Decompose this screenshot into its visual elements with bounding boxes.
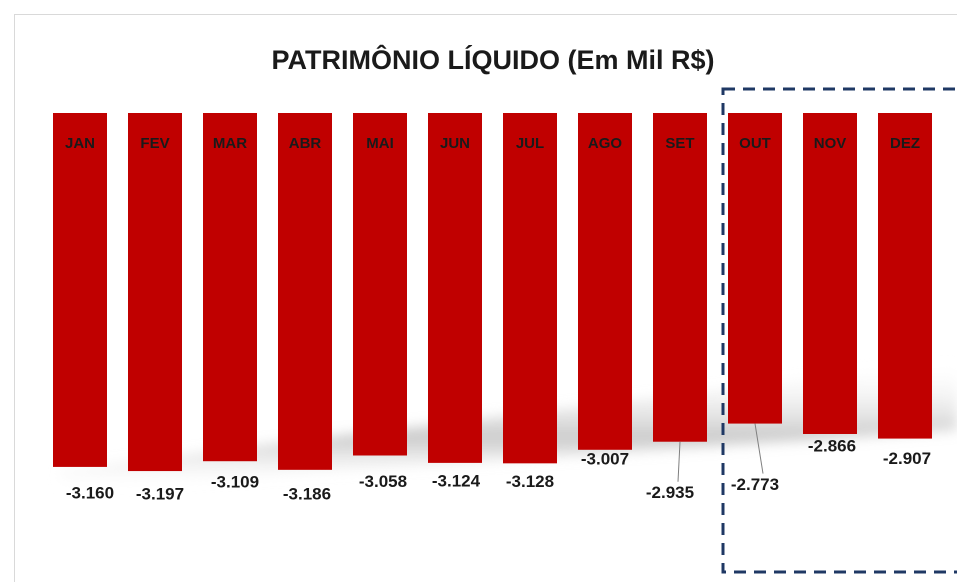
category-label: MAI — [366, 135, 394, 152]
value-label: -2.907 — [883, 449, 931, 468]
highlight-box — [721, 87, 957, 574]
bar — [578, 113, 632, 450]
bar — [278, 113, 332, 470]
value-label: -3.128 — [506, 472, 554, 491]
category-label: JUL — [516, 135, 544, 152]
value-label: -3.007 — [581, 449, 629, 468]
category-label: SET — [665, 135, 694, 152]
value-label: -2.935 — [646, 483, 694, 502]
category-label: MAR — [213, 135, 247, 152]
value-label: -3.160 — [66, 483, 114, 502]
bar — [128, 113, 182, 472]
value-label: -3.109 — [211, 473, 259, 492]
category-label: AGO — [588, 135, 623, 152]
category-label: JUN — [440, 135, 470, 152]
category-label: OUT — [739, 135, 771, 152]
bar — [878, 113, 932, 439]
bar — [803, 113, 857, 434]
category-label: JAN — [65, 135, 95, 152]
chart-title: PATRIMÔNIO LÍQUIDO (Em Mil R$) — [272, 44, 715, 75]
bar — [353, 113, 407, 456]
category-label: FEV — [140, 135, 169, 152]
bar — [503, 113, 557, 464]
value-label: -3.197 — [136, 485, 184, 504]
value-label: -3.124 — [432, 471, 481, 490]
leader-line — [754, 423, 764, 474]
bar — [728, 113, 782, 424]
bar — [653, 113, 707, 442]
bar — [428, 113, 482, 463]
bar — [203, 113, 257, 462]
value-label: -3.186 — [283, 484, 331, 503]
bar — [53, 113, 107, 467]
value-label: -3.058 — [359, 472, 407, 491]
value-label: -2.866 — [808, 436, 856, 455]
leader-line — [677, 441, 681, 482]
category-label: ABR — [289, 135, 322, 152]
category-label: DEZ — [890, 135, 920, 152]
category-label: NOV — [814, 135, 847, 152]
bars: JAN -3.160 FEV -3.197 MAR -3.109 ABR -3.186 MAI -… — [53, 113, 932, 504]
value-label: -2.773 — [731, 475, 779, 494]
